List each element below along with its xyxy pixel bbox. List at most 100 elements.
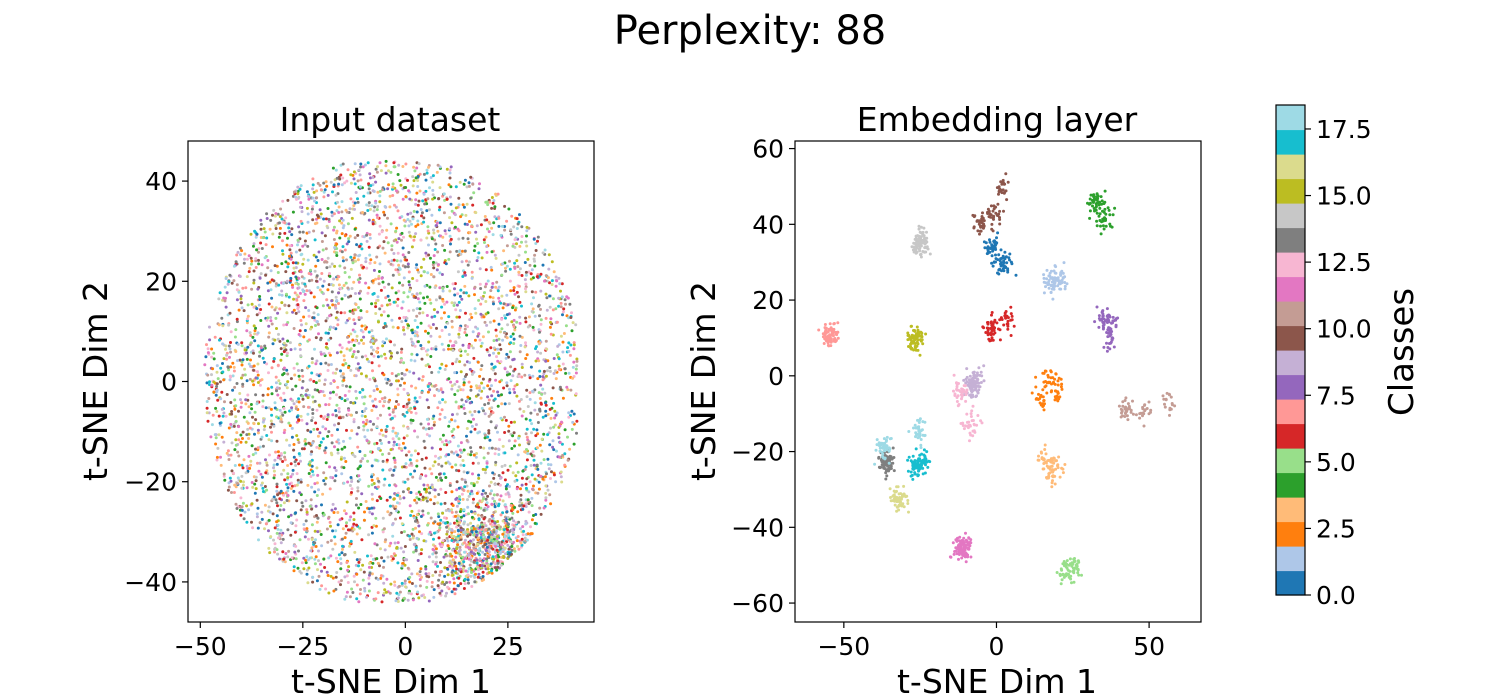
input-point — [523, 278, 527, 282]
input-point — [432, 266, 436, 270]
input-point — [302, 405, 306, 409]
input-point — [360, 247, 364, 251]
input-point — [533, 401, 537, 405]
input-point — [259, 227, 263, 231]
input-point — [532, 328, 536, 332]
input-point — [441, 235, 445, 239]
input-point — [520, 235, 524, 238]
input-point — [297, 195, 301, 199]
input-point — [264, 458, 267, 462]
input-point — [406, 427, 410, 430]
input-point — [276, 504, 279, 508]
input-point — [312, 229, 316, 233]
input-point — [239, 301, 243, 305]
input-point — [505, 313, 509, 317]
input-point — [335, 242, 339, 246]
input-point — [352, 518, 356, 522]
input-point — [205, 400, 209, 403]
input-point — [422, 270, 426, 274]
input-point — [415, 513, 419, 517]
input-point — [320, 584, 324, 588]
input-point — [456, 292, 460, 296]
input-point — [490, 362, 494, 366]
input-point — [256, 373, 260, 377]
input-point — [497, 216, 501, 220]
input-point — [515, 242, 518, 246]
input-point — [438, 205, 442, 209]
input-point — [503, 314, 507, 318]
input-point — [415, 314, 419, 318]
input-point — [367, 576, 371, 580]
input-point — [555, 449, 558, 453]
input-point — [432, 228, 435, 232]
input-point — [353, 182, 357, 186]
input-point — [233, 448, 237, 452]
input-point — [375, 170, 379, 174]
input-point — [480, 406, 484, 410]
input-point — [365, 233, 369, 237]
input-point — [293, 373, 297, 377]
input-point — [443, 229, 447, 233]
input-point — [445, 536, 449, 540]
input-point — [276, 450, 280, 454]
input-point — [390, 244, 394, 248]
input-point — [418, 395, 422, 399]
input-point — [395, 259, 399, 263]
input-point — [524, 320, 528, 324]
input-point — [431, 464, 435, 468]
input-point — [527, 510, 531, 514]
input-point — [419, 422, 423, 426]
input-point — [427, 208, 431, 212]
input-point — [456, 537, 460, 541]
input-point — [433, 384, 436, 388]
input-point — [338, 518, 342, 522]
input-point — [208, 380, 211, 384]
input-point — [372, 268, 376, 272]
input-point — [529, 272, 533, 276]
input-point — [314, 545, 318, 548]
input-point — [519, 541, 523, 545]
input-point — [397, 372, 400, 376]
input-point — [297, 333, 301, 336]
input-point — [256, 428, 260, 432]
input-point — [237, 290, 241, 294]
input-point — [525, 244, 529, 248]
input-point — [456, 584, 460, 588]
input-point — [524, 482, 528, 486]
input-point — [354, 389, 358, 393]
input-point — [377, 282, 381, 286]
input-point — [424, 456, 428, 460]
input-point — [355, 572, 359, 576]
input-point — [441, 289, 445, 293]
input-point — [232, 365, 236, 369]
input-point — [398, 281, 401, 285]
input-point — [526, 452, 530, 456]
input-point — [535, 463, 539, 467]
input-point — [294, 557, 298, 561]
input-point — [455, 547, 459, 551]
input-point — [499, 494, 503, 498]
input-point — [539, 461, 543, 465]
input-point — [534, 249, 538, 252]
input-point — [492, 557, 496, 561]
input-point — [489, 562, 493, 566]
input-point — [462, 566, 465, 570]
input-point — [509, 335, 513, 339]
input-point — [416, 559, 420, 562]
input-point — [355, 396, 358, 400]
input-point — [225, 393, 229, 396]
input-point — [534, 347, 537, 351]
input-point — [297, 400, 301, 404]
input-point — [437, 208, 441, 212]
input-point — [472, 249, 476, 253]
input-point — [473, 285, 477, 289]
input-point — [289, 377, 293, 381]
input-point — [424, 496, 428, 500]
input-point — [326, 256, 330, 260]
input-point — [485, 461, 489, 465]
input-point — [493, 561, 497, 565]
input-point — [505, 352, 509, 356]
input-point — [359, 503, 363, 506]
input-point — [375, 350, 379, 354]
input-point — [262, 418, 266, 422]
